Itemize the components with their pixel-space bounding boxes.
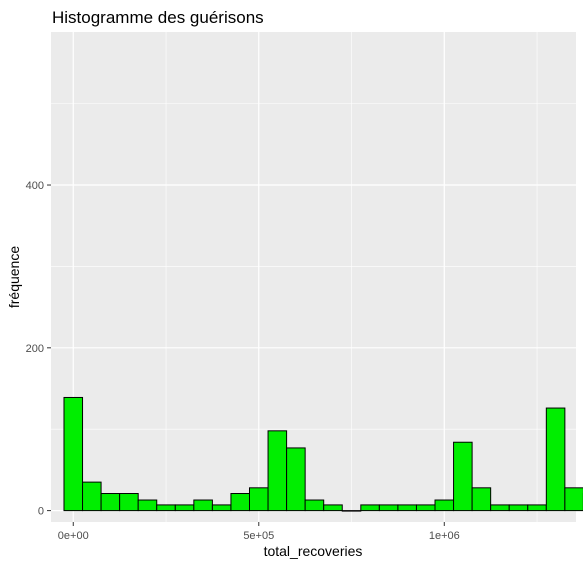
histogram-bar bbox=[286, 447, 306, 512]
histogram-bar bbox=[360, 504, 380, 512]
y-tick-label: 400 bbox=[26, 180, 44, 192]
x-axis-label: total_recoveries bbox=[264, 543, 363, 559]
plot-panel bbox=[51, 32, 576, 522]
y-tick-layer: 0 200 400 bbox=[26, 180, 51, 518]
x-tick-label: 1e+06 bbox=[429, 530, 460, 542]
histogram-bar bbox=[378, 504, 399, 512]
chart-title: Histogramme des guérisons bbox=[52, 8, 264, 27]
histogram-bar bbox=[267, 430, 288, 512]
histogram-bar bbox=[545, 407, 566, 512]
histogram-bar bbox=[248, 487, 269, 512]
histogram-bar bbox=[397, 504, 417, 512]
histogram-bar bbox=[415, 504, 436, 512]
histogram-bar bbox=[211, 504, 232, 512]
histogram-bar bbox=[82, 481, 102, 512]
histogram-bar bbox=[323, 504, 343, 512]
histogram-bar bbox=[490, 504, 510, 512]
histogram-bar bbox=[434, 499, 455, 512]
histogram-bar bbox=[471, 487, 492, 512]
y-tick-label: 200 bbox=[26, 343, 44, 355]
histogram-bar bbox=[100, 493, 121, 512]
y-tick-label: 0 bbox=[38, 506, 44, 518]
x-tick-layer: 0e+00 5e+05 1e+06 bbox=[58, 522, 460, 542]
x-tick-label: 0e+00 bbox=[58, 530, 89, 542]
histogram-bar bbox=[508, 504, 529, 512]
histogram-bar bbox=[341, 510, 362, 512]
y-axis-label: fréquence bbox=[6, 246, 22, 308]
histogram-bar bbox=[193, 499, 213, 512]
histogram-bar bbox=[137, 499, 158, 512]
x-tick-label: 5e+05 bbox=[243, 530, 274, 542]
histogram-bar bbox=[174, 504, 195, 512]
histogram-bar bbox=[63, 396, 84, 512]
histogram-bar bbox=[564, 487, 583, 512]
histogram-bar bbox=[304, 499, 325, 512]
histogram-bar bbox=[453, 441, 473, 512]
histogram-bar bbox=[119, 493, 139, 512]
histogram-bar bbox=[156, 504, 176, 512]
histogram-bar bbox=[230, 493, 250, 512]
bar-layer bbox=[63, 396, 583, 512]
histogram-bar bbox=[527, 504, 547, 512]
